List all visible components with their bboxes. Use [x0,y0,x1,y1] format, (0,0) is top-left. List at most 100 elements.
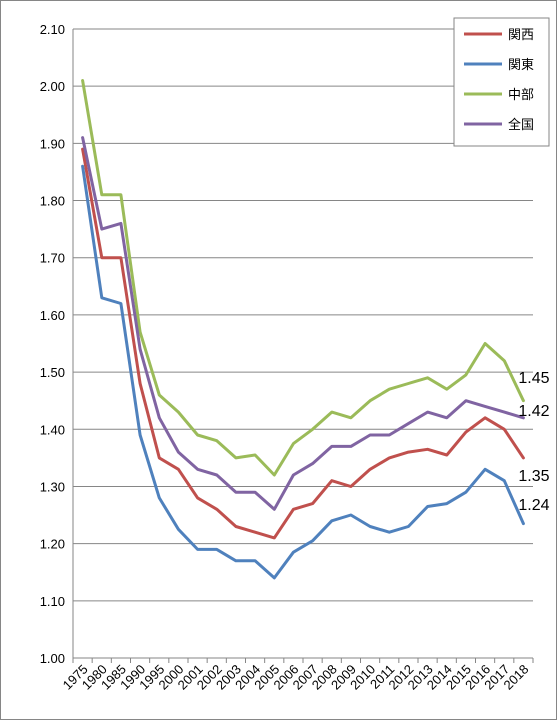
y-tick-label: 1.50 [40,365,65,380]
data-point [349,485,352,488]
y-tick-label: 1.30 [40,479,65,494]
data-point [522,522,525,525]
data-point [234,491,237,494]
data-point [273,508,276,511]
data-point [292,442,295,445]
data-point [388,531,391,534]
legend-label: 中部 [508,88,534,103]
data-point [426,376,429,379]
data-point [311,428,314,431]
data-point [196,434,199,437]
data-point [484,405,487,408]
series-line-0 [81,147,525,540]
data-point [215,548,218,551]
data-point [484,416,487,419]
data-point [464,491,467,494]
data-point [100,296,103,299]
data-point [330,411,333,414]
data-point [81,136,84,139]
data-point [503,428,506,431]
data-point [196,548,199,551]
data-point [484,468,487,471]
data-point [369,434,372,437]
data-point [503,479,506,482]
end-value-label: 1.24 [518,497,549,514]
y-tick-label: 2.00 [40,79,65,94]
data-point [522,456,525,459]
data-point [100,256,103,259]
data-point [464,399,467,402]
y-tick-label: 1.70 [40,251,65,266]
data-point [177,451,180,454]
data-point [215,439,218,442]
data-point [426,448,429,451]
data-point [158,416,161,419]
data-point [273,576,276,579]
data-point [445,416,448,419]
data-point [388,456,391,459]
data-point [311,462,314,465]
legend-label: 関西 [508,28,534,43]
data-point [522,399,525,402]
end-value-label: 1.45 [518,370,549,387]
data-point [196,496,199,499]
data-point [388,434,391,437]
y-tick-label: 1.10 [40,594,65,609]
legend-label: 全国 [508,117,534,133]
data-point [503,359,506,362]
data-point [100,193,103,196]
data-point [177,411,180,414]
data-point [407,382,410,385]
data-point [292,508,295,511]
y-tick-label: 2.10 [40,22,65,37]
data-point [215,508,218,511]
data-point [349,445,352,448]
end-value-label: 1.42 [518,403,549,420]
data-point [139,348,142,351]
data-point [503,411,506,414]
series-line-1 [81,164,525,580]
data-point [234,456,237,459]
data-point [349,416,352,419]
data-point [292,551,295,554]
data-point [330,519,333,522]
data-point [330,445,333,448]
data-point [119,302,122,305]
data-point [254,559,257,562]
data-point [349,514,352,517]
data-point [81,165,84,168]
data-point [445,388,448,391]
data-point [426,505,429,508]
data-point [464,431,467,434]
data-point [369,525,372,528]
end-value-label: 1.35 [518,468,549,485]
data-point [311,502,314,505]
data-point [119,193,122,196]
data-point [292,474,295,477]
data-point [407,525,410,528]
legend-box [453,17,550,147]
data-point [407,422,410,425]
data-point [254,531,257,534]
data-point [464,373,467,376]
data-point [254,454,257,457]
data-point [196,468,199,471]
data-point [158,394,161,397]
data-point [388,388,391,391]
data-point [311,539,314,542]
data-point [100,228,103,231]
data-point [177,528,180,531]
series-line-3 [81,136,525,511]
data-point [139,382,142,385]
end-labels: 1.45 1.42 1.35 1.24 [518,370,549,514]
data-point [139,434,142,437]
y-tick-label: 1.60 [40,308,65,323]
data-point [445,502,448,505]
legend-label: 関東 [508,57,534,73]
data-point [484,342,487,345]
data-point [369,399,372,402]
data-point [177,468,180,471]
data-point [158,456,161,459]
